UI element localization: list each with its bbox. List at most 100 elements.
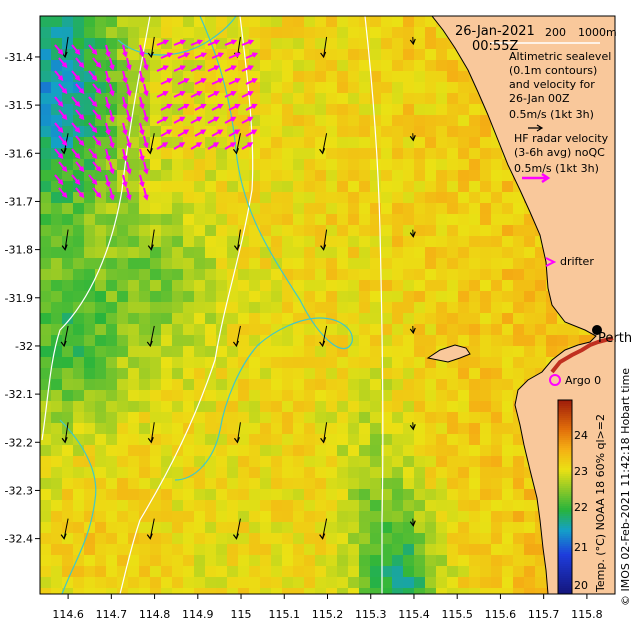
sst-cell (282, 104, 293, 115)
radar-arrowhead (91, 153, 98, 160)
sst-cell (62, 280, 73, 291)
colorbar-segment (558, 432, 572, 435)
sst-cell (205, 390, 216, 401)
sst-cell (205, 49, 216, 60)
sst-cell (403, 115, 414, 126)
sst-cell (381, 269, 392, 280)
sst-cell (73, 368, 84, 379)
sst-cell (150, 115, 161, 126)
sst-cell (315, 247, 326, 258)
sst-cell (84, 478, 95, 489)
sst-cell (271, 38, 282, 49)
sst-cell (227, 478, 238, 489)
sst-cell (128, 16, 139, 27)
sst-cell (260, 544, 271, 555)
sst-cell (293, 434, 304, 445)
radar-arrowhead (95, 192, 102, 199)
sst-cell (370, 368, 381, 379)
sst-cell (161, 38, 172, 49)
sst-cell (95, 335, 106, 346)
lon-tick-label: 115.7 (528, 608, 560, 621)
sst-cell (502, 247, 513, 258)
sst-cell (425, 93, 436, 104)
sst-cell (62, 192, 73, 203)
sst-cell (304, 412, 315, 423)
sst-cell (315, 434, 326, 445)
sst-cell (403, 456, 414, 467)
sst-cell (348, 456, 359, 467)
sst-cell (73, 16, 84, 27)
sst-cell (337, 489, 348, 500)
sst-cell (491, 346, 502, 357)
sst-cell (106, 456, 117, 467)
sst-cell (249, 555, 260, 566)
sst-cell (513, 291, 524, 302)
sst-cell (249, 390, 260, 401)
sst-cell (238, 368, 249, 379)
sst-cell (326, 269, 337, 280)
colorbar-segment (558, 494, 572, 497)
colorbar-segment (558, 412, 572, 415)
sst-cell (381, 390, 392, 401)
sst-cell (447, 60, 458, 71)
sst-cell (51, 456, 62, 467)
sst-cell (315, 115, 326, 126)
sst-cell (392, 379, 403, 390)
sst-cell (403, 522, 414, 533)
sst-cell (458, 401, 469, 412)
sst-cell (150, 500, 161, 511)
sst-cell (502, 236, 513, 247)
sst-cell (447, 49, 458, 60)
altimetry-line-5: 0.5m/s (1kt 3h) (509, 108, 594, 121)
sst-cell (139, 489, 150, 500)
sst-cell (293, 60, 304, 71)
sst-cell (458, 357, 469, 368)
sst-cell (359, 137, 370, 148)
sst-cell (84, 82, 95, 93)
sst-cell (337, 269, 348, 280)
sst-cell (326, 401, 337, 412)
sst-cell (139, 434, 150, 445)
sst-cell (216, 181, 227, 192)
sst-cell (381, 467, 392, 478)
sst-cell (469, 511, 480, 522)
sst-cell (51, 357, 62, 368)
sst-cell (238, 456, 249, 467)
sst-cell (447, 544, 458, 555)
radar-arrowhead (78, 192, 85, 199)
sst-cell (40, 456, 51, 467)
sst-cell (458, 467, 469, 478)
sst-cell (172, 82, 183, 93)
sst-cell (271, 115, 282, 126)
sst-cell (326, 588, 337, 594)
sst-cell (502, 368, 513, 379)
sst-cell (304, 104, 315, 115)
sst-cell (282, 445, 293, 456)
sst-cell (84, 445, 95, 456)
sst-cell (40, 390, 51, 401)
sst-cell (172, 214, 183, 225)
sst-cell (216, 566, 227, 577)
sst-cell (194, 214, 205, 225)
radar-arrowhead (230, 142, 237, 148)
sst-cell (271, 225, 282, 236)
sst-cell (293, 269, 304, 280)
sst-cell (95, 456, 106, 467)
sst-cell (414, 489, 425, 500)
sst-cell (117, 566, 128, 577)
sst-cell (205, 511, 216, 522)
sst-cell (480, 533, 491, 544)
sst-cell (95, 93, 106, 104)
sst-cell (40, 258, 51, 269)
sst-cell (480, 302, 491, 313)
sst-cell (40, 577, 51, 588)
sst-cell (381, 236, 392, 247)
sst-cell (535, 577, 546, 588)
sst-cell (128, 27, 139, 38)
lon-tick-label: 115.4 (398, 608, 430, 621)
sst-cell (414, 346, 425, 357)
sst-cell (161, 225, 172, 236)
sst-cell (216, 379, 227, 390)
sst-cell (381, 115, 392, 126)
radar-arrowhead (122, 103, 128, 110)
